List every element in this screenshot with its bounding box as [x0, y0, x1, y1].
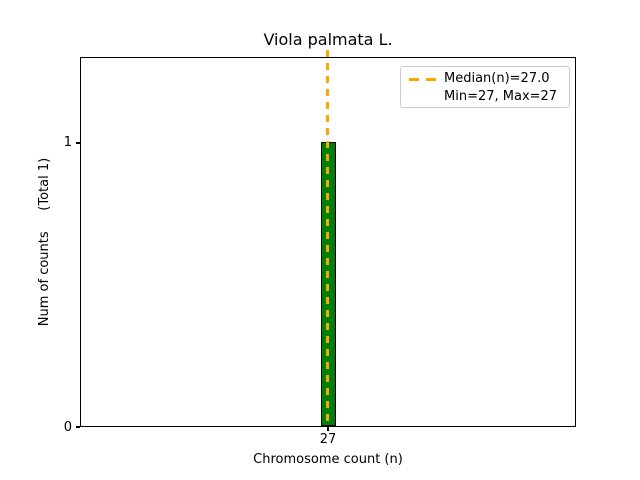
legend-marker-spacer	[409, 96, 436, 99]
legend-entry-minmax: Min=27, Max=27	[409, 88, 561, 106]
y-tick-label-0: 0	[63, 420, 72, 435]
chart-title: Viola palmata L.	[263, 30, 393, 49]
x-axis-label: Chromosome count (n)	[253, 452, 403, 467]
legend-label-minmax: Min=27, Max=27	[444, 89, 558, 104]
legend: Median(n)=27.0 Min=27, Max=27	[400, 66, 570, 108]
y-tick-mark-1	[76, 142, 80, 144]
y-tick-mark-0	[76, 426, 80, 428]
x-tick-label-27: 27	[319, 432, 337, 447]
legend-entry-median: Median(n)=27.0	[409, 70, 561, 88]
median-dashed-line-icon	[409, 77, 436, 81]
legend-label-median: Median(n)=27.0	[444, 71, 550, 86]
y-tick-label-1: 1	[63, 135, 72, 150]
y-axis-label: Num of counts (Total 1)	[37, 157, 52, 327]
median-line	[326, 50, 329, 427]
x-tick-mark-27	[327, 427, 329, 431]
